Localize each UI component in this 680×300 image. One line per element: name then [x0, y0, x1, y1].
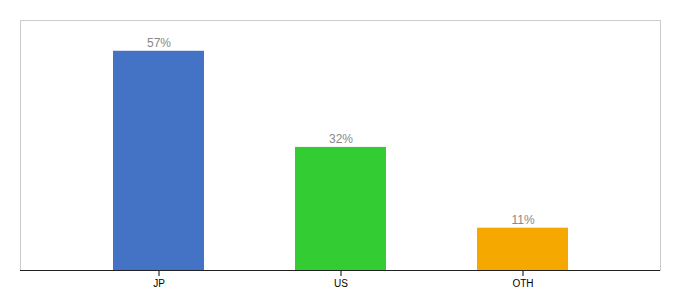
svg-text:OTH: OTH: [512, 278, 533, 289]
svg-text:US: US: [334, 278, 348, 289]
svg-text:JP: JP: [153, 278, 165, 289]
svg-text:11%: 11%: [511, 213, 534, 227]
svg-text:57%: 57%: [147, 36, 171, 50]
svg-text:32%: 32%: [329, 132, 353, 146]
